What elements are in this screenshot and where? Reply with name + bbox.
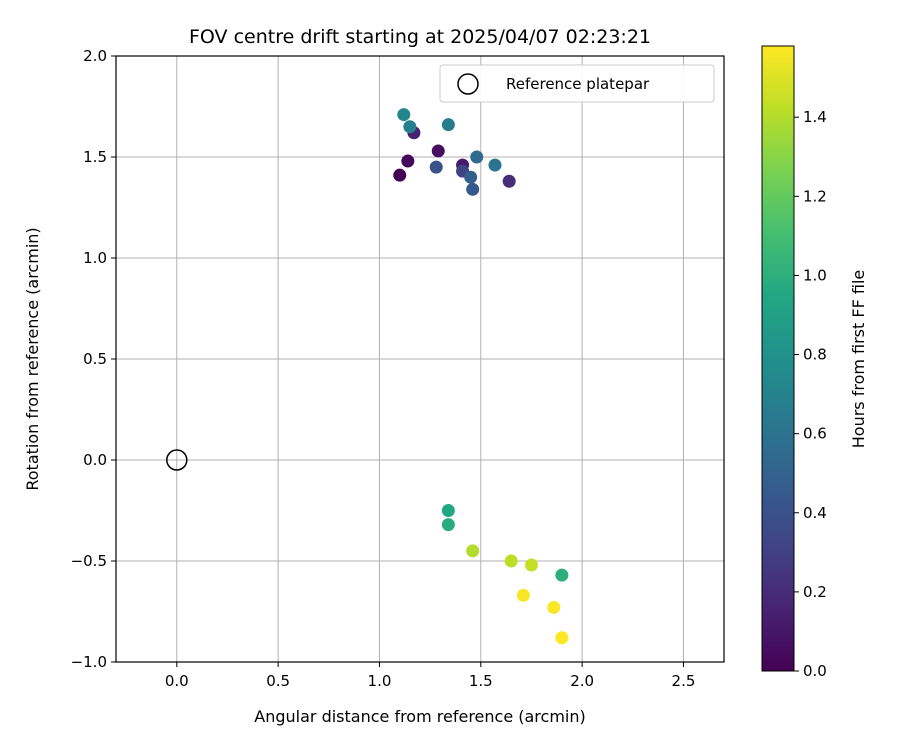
x-tick-label: 0.0 [165,672,189,690]
x-tick-label: 2.0 [570,672,594,690]
colorbar-label: Hours from first FF file [849,270,868,449]
scatter-point [464,170,478,184]
colorbar-tick-label: 0.4 [803,504,827,522]
scatter-point [441,504,455,517]
y-tick-label: 1.5 [83,148,107,166]
scatter-point [524,558,538,572]
x-tick-label: 1.0 [368,672,392,690]
scatter-point [397,108,411,122]
y-tick-label: 0.0 [83,451,107,469]
scatter-point [502,174,516,188]
scatter-point [441,518,455,532]
x-tick-label: 1.5 [469,672,493,690]
scatter-point [504,554,518,568]
x-tick-label: 0.5 [266,672,290,690]
scatter-point [555,568,569,582]
scatter-point [547,600,561,614]
x-axis-ticks: 0.0 0.5 1.0 1.5 2.0 2.5 [165,662,696,690]
x-tick-label: 2.5 [672,672,696,690]
colorbar-tick-label: 1.4 [803,108,827,126]
scatter-point [555,631,569,645]
y-axis-ticks: −1.0 −0.5 0.0 0.5 1.0 1.5 2.0 [71,47,116,671]
plot-frame [115,55,725,663]
y-tick-label: 1.0 [83,249,107,267]
legend-marker [457,73,479,95]
scatter-point [470,150,484,164]
colorbar-tick-label: 1.2 [803,187,827,205]
colorbar-tick-label: 0.8 [803,346,827,364]
data-points [393,108,569,645]
colorbar-tick-label: 0.6 [803,425,827,443]
y-axis-label: Rotation from reference (arcmin) [23,227,42,490]
reference-platepar-marker [166,449,188,471]
colorbar-tick-label: 0.0 [803,662,827,680]
colorbar-tick-label: 0.2 [803,583,827,601]
legend-box [439,64,715,103]
legend: Reference platepar [439,64,715,103]
y-tick-label: 2.0 [83,47,107,65]
y-tick-label: −0.5 [71,552,107,570]
chart-title: FOV centre drift starting at 2025/04/07 … [189,26,651,48]
colorbar-gradient [761,45,795,672]
legend-label: Reference platepar [506,75,650,93]
scatter-point [441,118,455,132]
scatter-point [466,544,480,558]
scatter-point [429,160,443,174]
y-tick-label: 0.5 [83,350,107,368]
scatter-point [466,182,480,196]
scatter-point [488,158,502,172]
y-tick-label: −1.0 [71,653,107,671]
scatter-point [403,120,417,134]
colorbar-tick-label: 1.0 [803,266,827,284]
scatter-point [401,154,415,168]
scatter-point [516,588,530,602]
scatter-point [393,168,407,182]
colorbar-ticks: 0.0 0.2 0.4 0.6 0.8 1.0 1.2 1.4 [794,108,827,680]
x-axis-label: Angular distance from reference (arcmin) [254,707,585,726]
scatter-point [431,144,445,158]
grid-lines [116,55,724,663]
colorbar: 0.0 0.2 0.4 0.6 0.8 1.0 1.2 1.4 Hours from firs… [761,45,868,680]
